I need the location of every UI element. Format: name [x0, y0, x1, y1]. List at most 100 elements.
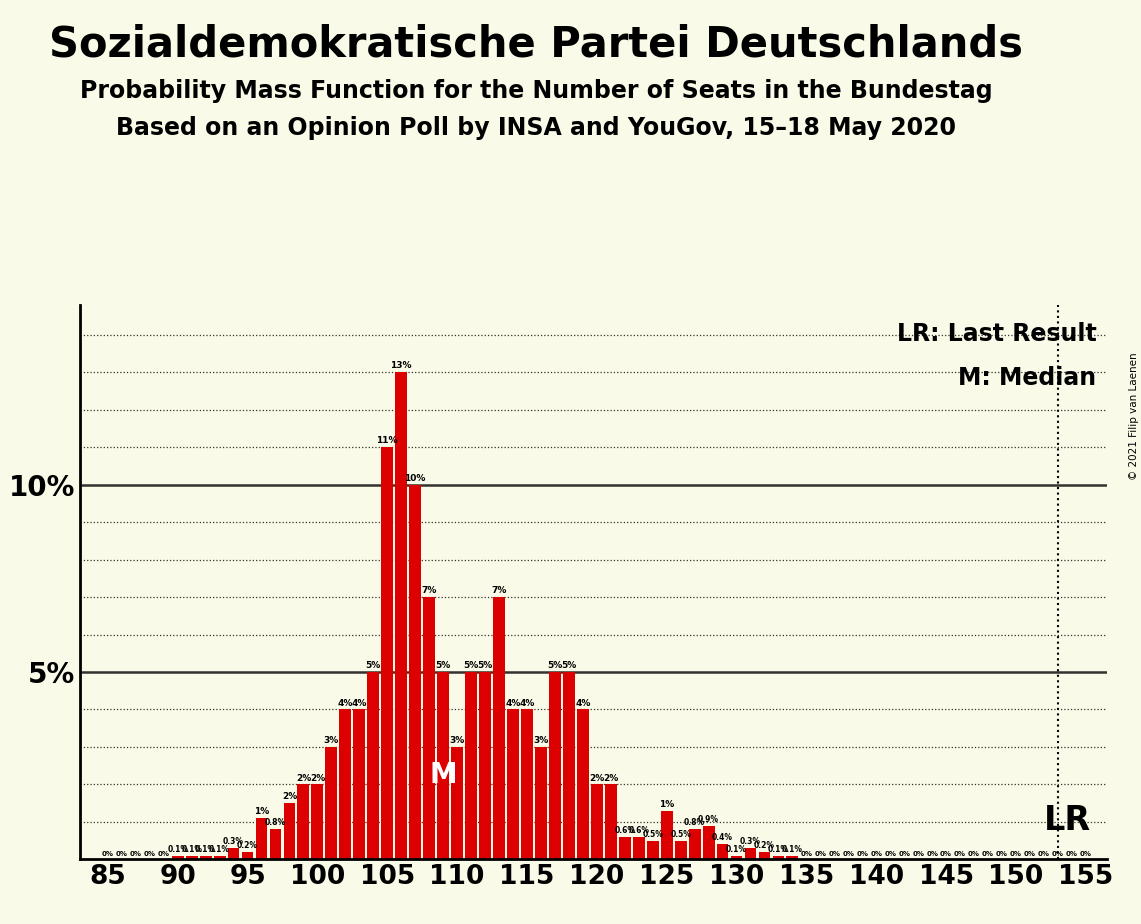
Text: 0%: 0% [1052, 851, 1063, 857]
Bar [256, 818, 267, 859]
Text: 10%: 10% [405, 474, 426, 483]
Text: 0.4%: 0.4% [712, 833, 733, 843]
Text: 0.1%: 0.1% [768, 845, 788, 854]
Bar [354, 710, 365, 859]
Bar [618, 837, 631, 859]
Bar [410, 485, 421, 859]
Text: Probability Mass Function for the Number of Seats in the Bundestag: Probability Mass Function for the Number… [80, 79, 993, 103]
Bar [367, 672, 379, 859]
Bar [521, 710, 533, 859]
Bar [759, 852, 770, 859]
Text: 5%: 5% [365, 662, 381, 670]
Text: 3%: 3% [324, 736, 339, 745]
Text: 7%: 7% [492, 586, 507, 595]
Text: 0.1%: 0.1% [782, 845, 803, 854]
Bar [479, 672, 491, 859]
Text: 0.1%: 0.1% [181, 845, 202, 854]
Bar [381, 447, 394, 859]
Text: M: M [429, 761, 456, 789]
Text: 0%: 0% [871, 851, 882, 857]
Text: 4%: 4% [505, 699, 520, 708]
Bar [423, 597, 435, 859]
Text: 0%: 0% [926, 851, 938, 857]
Text: 1%: 1% [659, 800, 674, 808]
Bar [283, 803, 296, 859]
Bar [325, 747, 338, 859]
Bar [661, 810, 672, 859]
Bar [437, 672, 450, 859]
Bar [633, 837, 645, 859]
Text: 0%: 0% [898, 851, 911, 857]
Text: 0%: 0% [982, 851, 994, 857]
Text: 0%: 0% [996, 851, 1008, 857]
Text: 0.9%: 0.9% [698, 815, 719, 823]
Bar [466, 672, 477, 859]
Bar [647, 841, 658, 859]
Text: 7%: 7% [421, 586, 437, 595]
Text: 0%: 0% [1038, 851, 1050, 857]
Text: 13%: 13% [390, 361, 412, 371]
Text: 0%: 0% [1079, 851, 1092, 857]
Bar [605, 784, 617, 859]
Text: 0.6%: 0.6% [614, 826, 636, 835]
Text: 0%: 0% [130, 851, 141, 857]
Text: 0%: 0% [800, 851, 812, 857]
Text: 2%: 2% [282, 792, 297, 801]
Bar [772, 856, 784, 859]
Text: 3%: 3% [450, 736, 464, 745]
Bar [745, 848, 756, 859]
Text: M: Median: M: Median [958, 366, 1097, 390]
Text: 5%: 5% [463, 662, 479, 670]
Text: 0.2%: 0.2% [754, 841, 775, 850]
Bar [395, 372, 407, 859]
Text: 0%: 0% [1010, 851, 1022, 857]
Text: 3%: 3% [533, 736, 549, 745]
Text: Sozialdemokratische Partei Deutschlands: Sozialdemokratische Partei Deutschlands [49, 23, 1023, 65]
Bar [535, 747, 547, 859]
Text: 2%: 2% [309, 773, 325, 783]
Text: 2%: 2% [296, 773, 311, 783]
Bar [172, 856, 184, 859]
Bar [298, 784, 309, 859]
Text: 0%: 0% [968, 851, 980, 857]
Text: 0.3%: 0.3% [222, 837, 244, 846]
Text: 0%: 0% [884, 851, 896, 857]
Text: 0%: 0% [144, 851, 155, 857]
Text: 0%: 0% [856, 851, 868, 857]
Text: 11%: 11% [377, 436, 398, 445]
Text: 0.1%: 0.1% [209, 845, 230, 854]
Text: 0%: 0% [954, 851, 966, 857]
Text: 0%: 0% [842, 851, 855, 857]
Text: 0.6%: 0.6% [629, 826, 649, 835]
Text: 0.1%: 0.1% [195, 845, 216, 854]
Text: 0%: 0% [102, 851, 114, 857]
Bar [689, 830, 701, 859]
Text: 0.8%: 0.8% [685, 819, 705, 828]
Bar [269, 830, 282, 859]
Text: 0.5%: 0.5% [642, 830, 663, 839]
Bar [242, 852, 253, 859]
Bar [577, 710, 589, 859]
Text: LR: LR [1044, 804, 1092, 837]
Text: 4%: 4% [338, 699, 353, 708]
Bar [213, 856, 226, 859]
Text: 0%: 0% [912, 851, 924, 857]
Text: 4%: 4% [575, 699, 591, 708]
Text: 2%: 2% [589, 773, 605, 783]
Text: 0%: 0% [1023, 851, 1036, 857]
Bar [549, 672, 561, 859]
Bar [311, 784, 323, 859]
Text: 1%: 1% [254, 808, 269, 816]
Text: 0%: 0% [940, 851, 952, 857]
Bar [339, 710, 351, 859]
Text: 0.1%: 0.1% [168, 845, 188, 854]
Bar [730, 856, 743, 859]
Text: 5%: 5% [436, 662, 451, 670]
Text: 5%: 5% [477, 662, 493, 670]
Text: 0.2%: 0.2% [237, 841, 258, 850]
Text: 5%: 5% [548, 662, 563, 670]
Text: 0%: 0% [828, 851, 840, 857]
Text: 0%: 0% [115, 851, 128, 857]
Bar [786, 856, 799, 859]
Text: 0.1%: 0.1% [726, 845, 747, 854]
